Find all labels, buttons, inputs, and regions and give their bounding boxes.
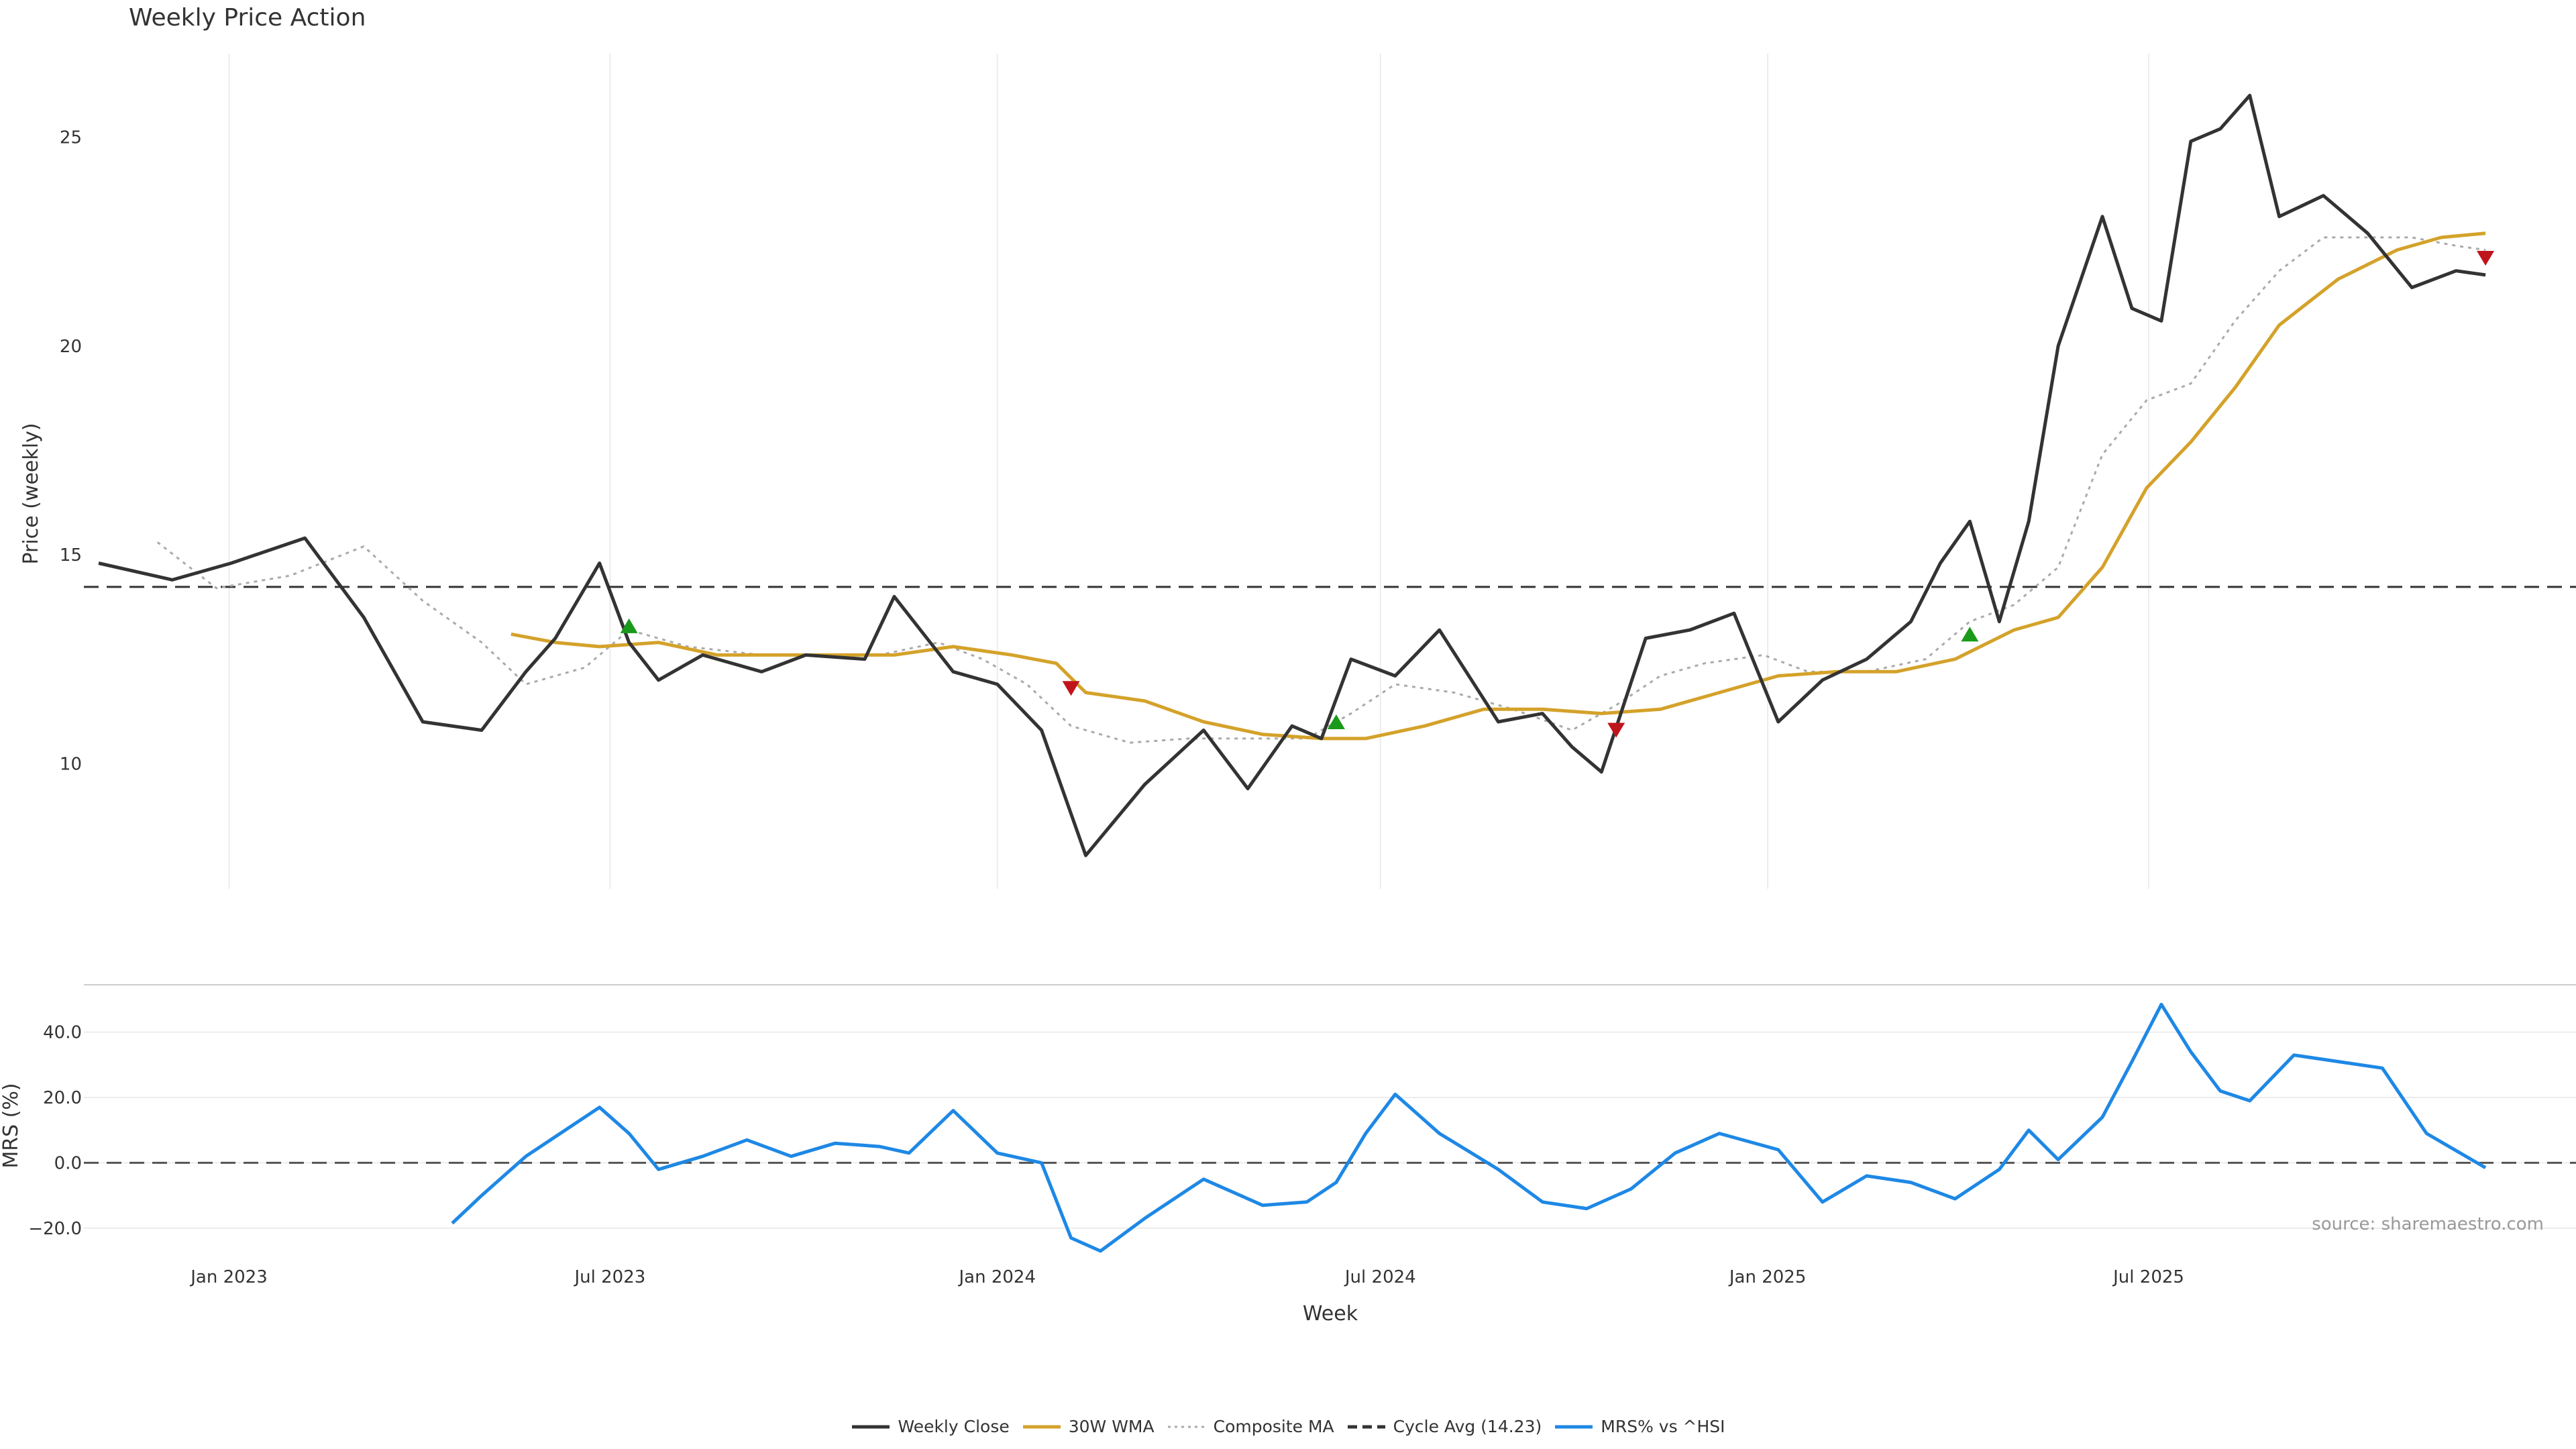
weekly-close-line — [98, 93, 2486, 857]
legend-item-cycle-avg-14-23: Cycle Avg (14.23) — [1346, 1417, 1542, 1436]
legend-label: Cycle Avg (14.23) — [1393, 1417, 1542, 1436]
buy-signal-marker — [620, 618, 638, 633]
mrs-y-tick-label: 20.0 — [43, 1088, 82, 1108]
source-credit: source: sharemaestro.com — [2312, 1214, 2544, 1234]
30w-wma-line — [511, 231, 2486, 741]
legend-swatch — [1022, 1425, 1061, 1428]
mrs-y-tick-label: −20.0 — [28, 1219, 82, 1239]
legend-swatch — [1167, 1426, 1205, 1428]
x-tick-label: Jul 2025 — [2112, 1267, 2184, 1287]
price-y-tick-label: 25 — [60, 128, 82, 148]
price-y-axis-label: Price (weekly) — [19, 423, 43, 564]
legend-label: Weekly Close — [898, 1417, 1010, 1436]
sell-signal-marker — [2477, 251, 2495, 266]
composite-ma-line — [156, 236, 2486, 744]
x-tick-label: Jul 2023 — [574, 1267, 646, 1287]
legend-item-weekly-close: Weekly Close — [851, 1417, 1010, 1436]
sell-signal-marker — [1062, 681, 1080, 696]
buy-signal-marker — [1327, 714, 1345, 729]
mrs-y-axis-label: MRS (%) — [0, 1083, 23, 1168]
price-grid — [228, 54, 2150, 889]
mrs-y-tick-label: 0.0 — [54, 1153, 82, 1173]
price-y-ticks: 10 15 20 25 — [60, 128, 82, 775]
price-y-tick-label: 20 — [60, 337, 82, 357]
price-series-group — [84, 93, 2576, 857]
chart-legend: Weekly Close 30W WMA Composite MA Cycle Avg… — [0, 1417, 2576, 1436]
legend-swatch — [852, 1425, 890, 1428]
legend-label: Composite MA — [1213, 1417, 1334, 1436]
x-tick-label: Jan 2023 — [189, 1267, 268, 1287]
legend-item-30w-wma: 30W WMA — [1022, 1417, 1155, 1436]
legend-item-composite-ma: Composite MA — [1167, 1417, 1334, 1436]
mrs-y-tick-label: 40.0 — [43, 1023, 82, 1043]
buy-signal-marker — [1961, 627, 1979, 642]
legend-label: MRS% vs ^HSI — [1601, 1417, 1725, 1436]
price-y-tick-label: 10 — [60, 754, 82, 774]
legend-label: 30W WMA — [1068, 1417, 1155, 1436]
mrs-series-group — [84, 1002, 2576, 1253]
price-y-tick-label: 15 — [60, 545, 82, 566]
x-tick-label: Jan 2025 — [1728, 1267, 1807, 1287]
sell-signal-marker — [1607, 722, 1625, 738]
x-tick-label: Jan 2024 — [957, 1267, 1036, 1287]
chart-title: Weekly Price Action — [129, 4, 366, 32]
legend-swatch — [1347, 1425, 1385, 1428]
legend-swatch — [1555, 1425, 1593, 1428]
mrs-grid — [84, 1031, 2576, 1229]
x-ticks: Jan 2023 Jul 2023 Jan 2024 Jul 2024 Jan 2025… — [189, 1267, 2184, 1287]
x-tick-label: Jul 2024 — [1344, 1267, 1416, 1287]
x-axis-label: Week — [1303, 1302, 1358, 1326]
mrs-y-ticks: −20.0 0.0 20.0 40.0 — [28, 1023, 82, 1239]
signal-markers — [620, 251, 2495, 738]
legend-item-mrs-vs-hsi: MRS% vs ^HSI — [1554, 1417, 1725, 1436]
mrs-line — [451, 1002, 2487, 1253]
